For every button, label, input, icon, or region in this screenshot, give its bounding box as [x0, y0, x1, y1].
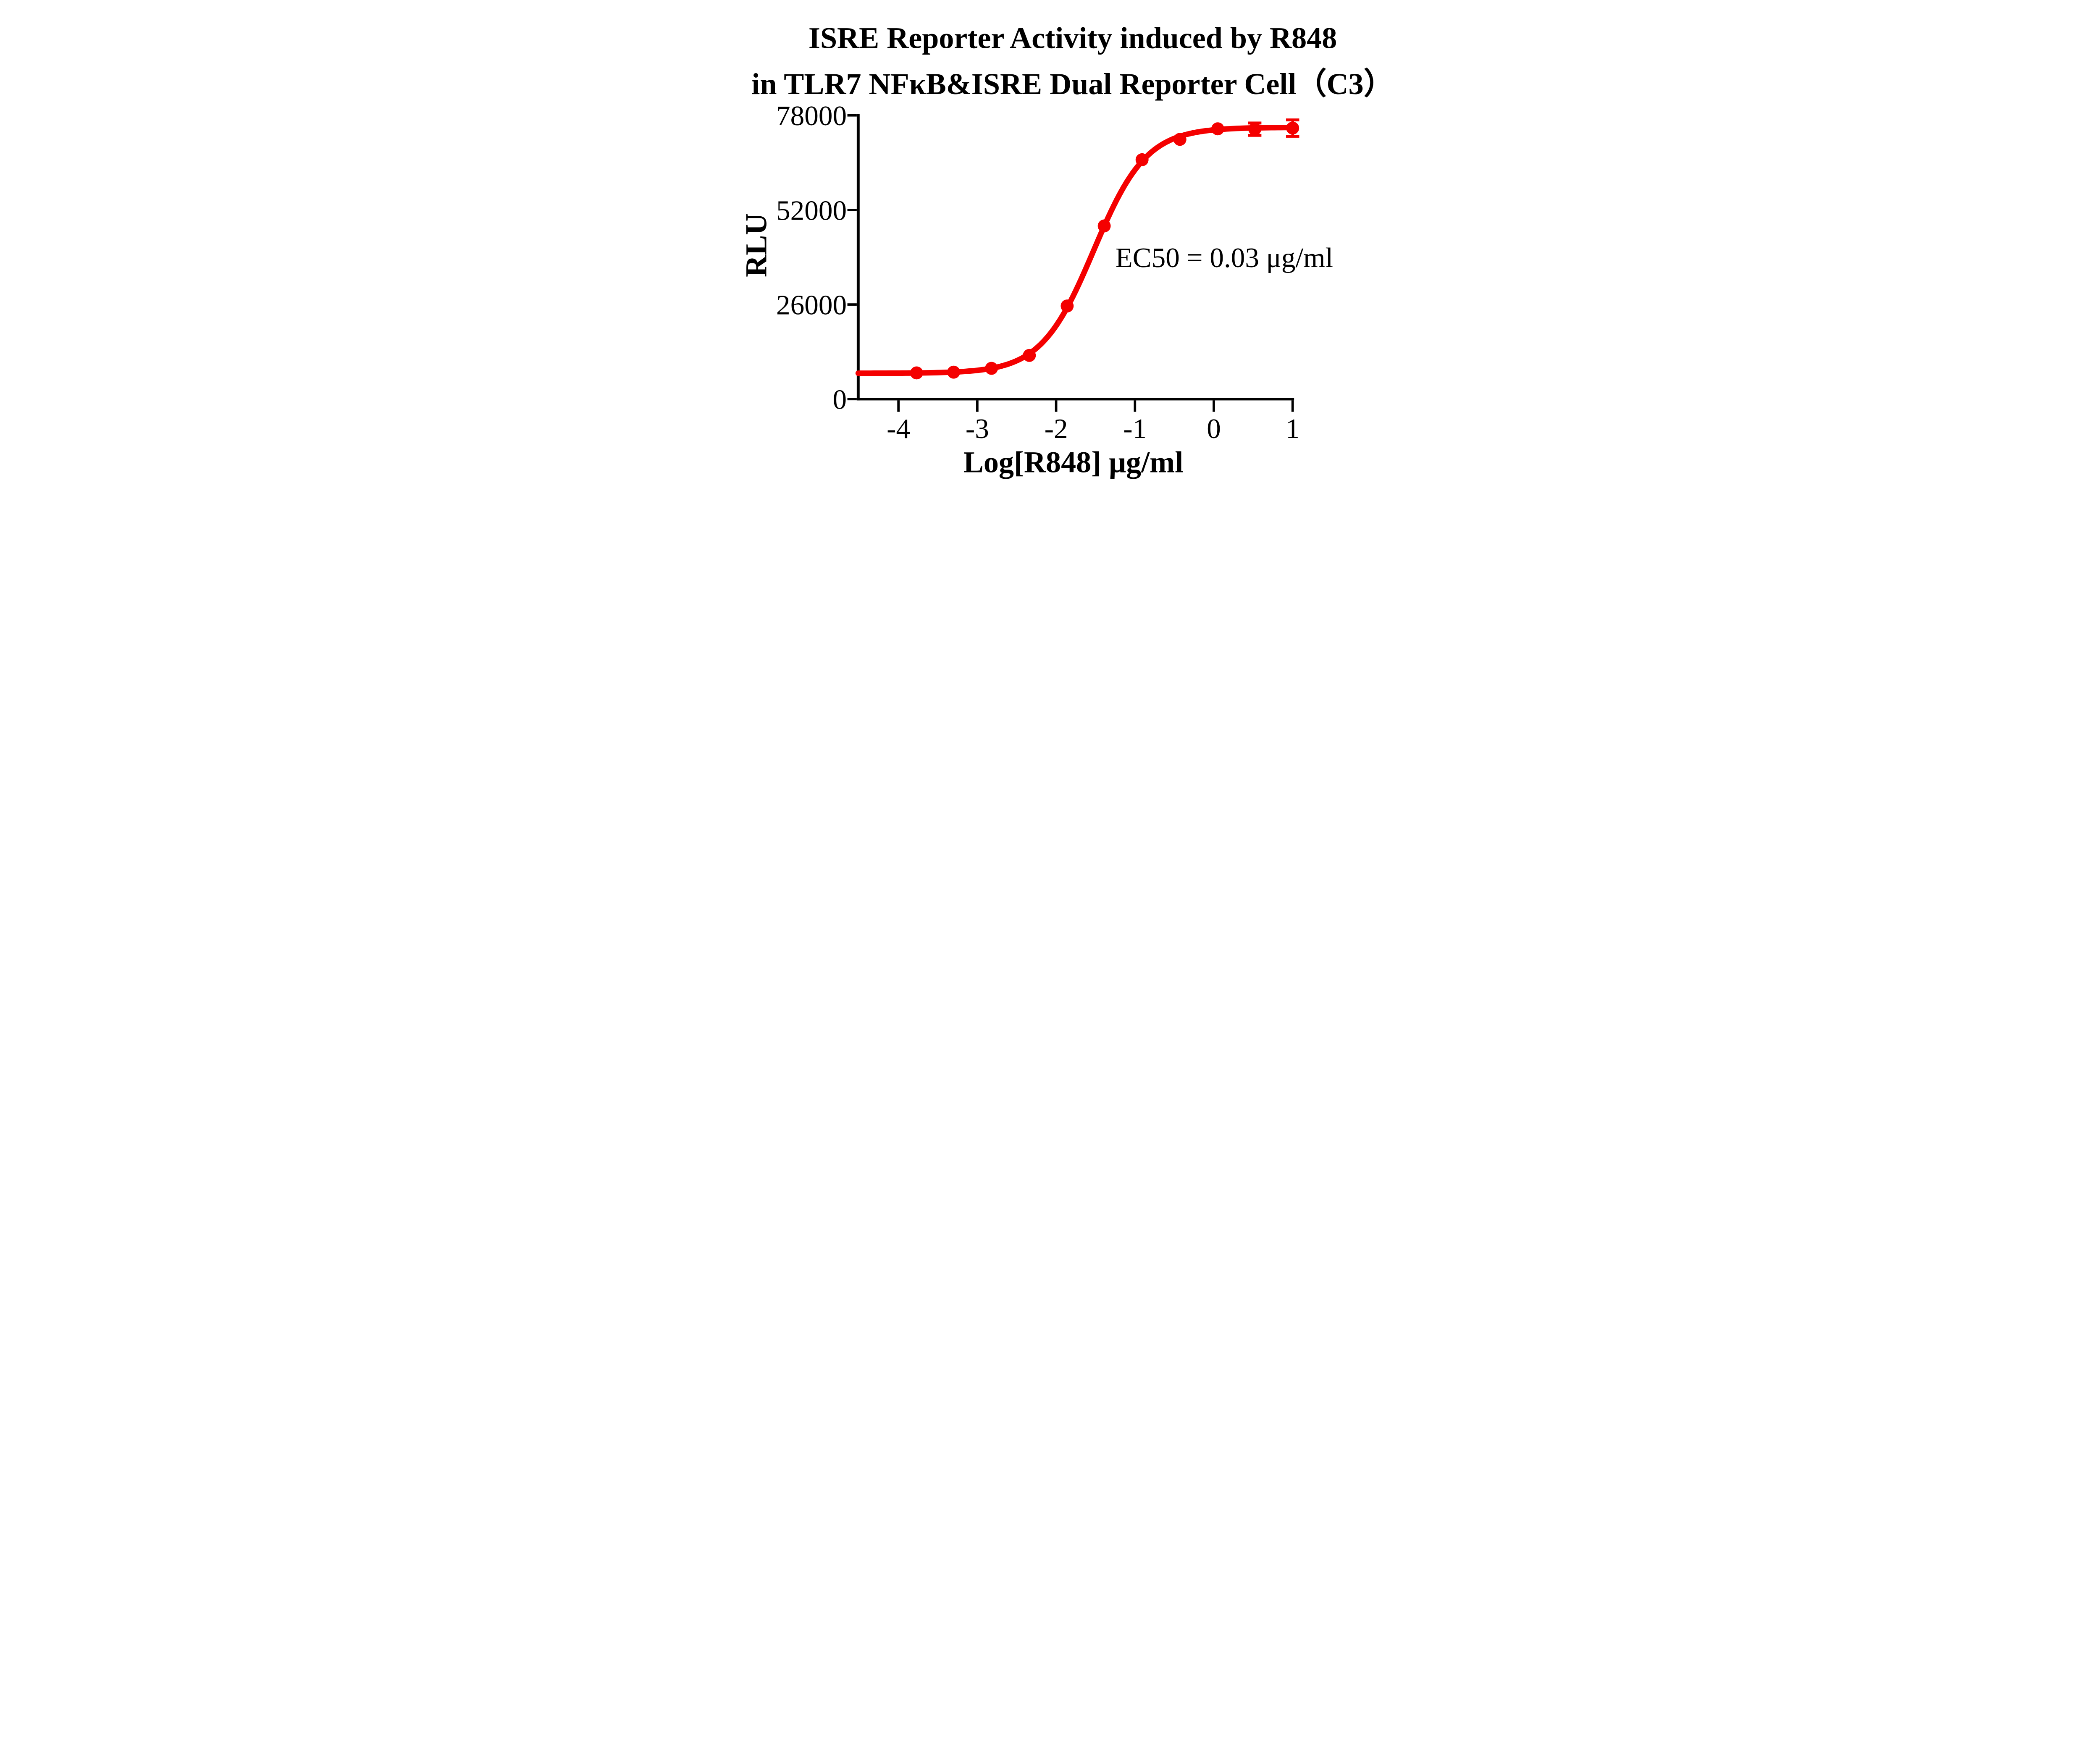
data-point: [1211, 122, 1224, 136]
x-axis-label: Log[R848] μg/ml: [963, 446, 1183, 479]
data-point: [1173, 133, 1186, 146]
data-point: [947, 365, 961, 379]
y-axis-label: RLU: [739, 213, 773, 277]
data-point: [1060, 299, 1074, 312]
x-tick-mark: [1055, 400, 1058, 412]
data-point-group: [910, 118, 1299, 380]
chart-title: ISRE Reporter Activity induced by R848 i…: [751, 21, 1373, 100]
data-point: [1248, 123, 1262, 136]
figure: ISRE Reporter Activity induced by R848 i…: [727, 0, 1373, 497]
y-tick-mark: [847, 114, 857, 117]
data-point: [985, 362, 998, 375]
error-bar-cap-bottom: [1286, 135, 1299, 138]
data-point: [910, 366, 923, 380]
axes: [856, 114, 1294, 401]
y-tick-label: 78000: [776, 100, 847, 131]
y-tick-label: 26000: [776, 289, 847, 321]
x-tick-group: -4 -3 -2 -1 0 1: [887, 400, 1300, 444]
dose-response-chart: ISRE Reporter Activity induced by R848 i…: [739, 21, 1373, 479]
x-tick-label: -1: [1123, 413, 1147, 444]
x-tick-mark: [1134, 400, 1137, 412]
data-point: [1286, 121, 1299, 135]
chart-title-line2: in TLR7 NFκB&ISRE Dual Reporter Cell（C3）: [751, 67, 1373, 101]
y-axis-line: [856, 114, 860, 401]
x-tick-mark: [1213, 400, 1215, 412]
error-bar-cap-top: [1286, 118, 1299, 121]
chart-title-line1: ISRE Reporter Activity induced by R848: [808, 21, 1337, 55]
x-tick-label: -2: [1045, 413, 1068, 444]
y-tick-mark: [847, 209, 857, 211]
data-point: [1097, 219, 1111, 233]
y-tick-label: 0: [833, 384, 847, 415]
x-tick-label: -3: [966, 413, 989, 444]
x-tick-label: 1: [1286, 413, 1300, 444]
x-tick-mark: [976, 400, 979, 412]
x-tick-mark: [897, 400, 900, 412]
x-axis-line: [856, 398, 1294, 401]
y-tick-mark: [847, 398, 857, 401]
y-tick-label: 52000: [776, 194, 847, 226]
y-tick-mark: [847, 303, 857, 306]
x-tick-label: 0: [1207, 413, 1221, 444]
data-point: [1135, 153, 1149, 166]
ec50-annotation: EC50 = 0.03 μg/ml: [1116, 242, 1333, 273]
x-tick-mark: [1291, 400, 1294, 412]
x-tick-label: -4: [887, 413, 910, 444]
data-point: [1023, 349, 1036, 362]
y-tick-group: 0 26000 52000 78000: [776, 100, 857, 415]
